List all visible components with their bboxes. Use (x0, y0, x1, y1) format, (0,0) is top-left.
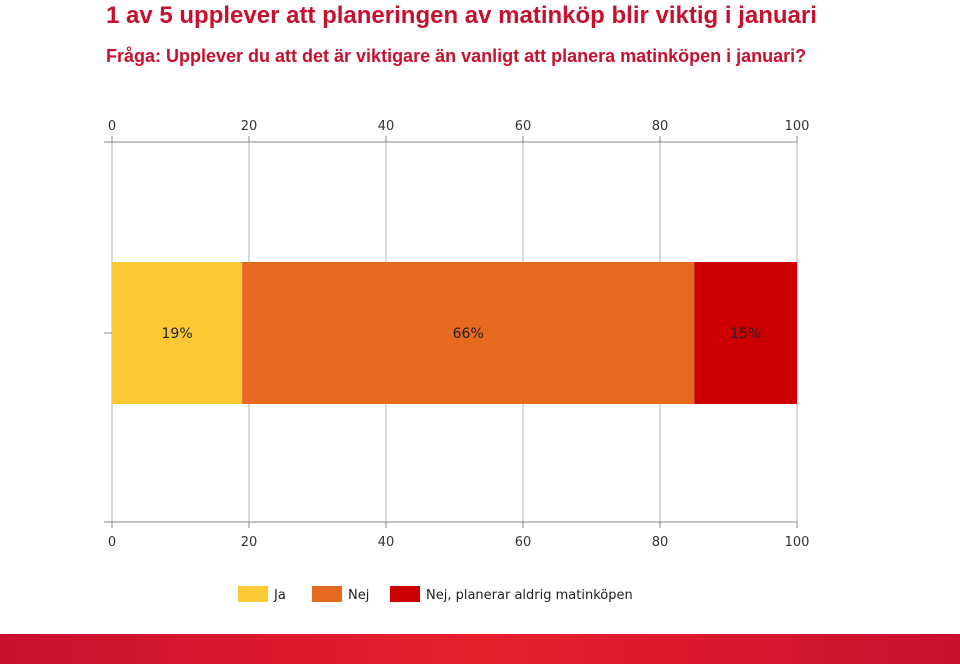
legend: Ja Nej Nej, planerar aldrig matinköpen (238, 586, 633, 603)
legend-swatch (238, 586, 268, 602)
bars (112, 262, 797, 404)
tick-label-bottom: 80 (652, 535, 669, 550)
legend-label: Nej, planerar aldrig matinköpen (426, 588, 633, 603)
tick-label-bottom: 60 (515, 535, 532, 550)
data-labels: 19% 66% 15% (162, 326, 762, 342)
tick-label-top: 40 (378, 119, 395, 134)
tick-label-top: 100 (785, 119, 810, 134)
chart-question: Fråga: Upplever du att det är viktigare … (106, 46, 807, 66)
data-label: 19% (162, 326, 193, 342)
bar-segment (242, 262, 695, 404)
legend-swatch (390, 586, 420, 602)
legend-swatch (312, 586, 342, 602)
legend-label: Nej (348, 588, 369, 603)
tick-label-top: 0 (108, 119, 116, 134)
legend-label: Ja (273, 588, 286, 603)
bar-segment (694, 262, 797, 404)
tick-label-bottom: 40 (378, 535, 395, 550)
data-label: 15% (730, 326, 761, 342)
bar-segment (112, 262, 243, 404)
tick-label-bottom: 0 (108, 535, 116, 550)
data-label: 66% (453, 326, 484, 342)
tick-label-bottom: 20 (241, 535, 258, 550)
chart-title: 1 av 5 upplever att planeringen av matin… (106, 2, 817, 29)
tick-label-top: 80 (652, 119, 669, 134)
tick-label-top: 20 (241, 119, 258, 134)
stacked-bar-chart: 19% 66% 15% 0 0 20 20 40 40 60 60 80 80 100 100 Ja Nej… (104, 119, 810, 603)
tick-label-top: 60 (515, 119, 532, 134)
tick-label-bottom: 100 (785, 535, 810, 550)
axis-ticks: 0 0 20 20 40 40 60 60 80 80 100 100 (108, 119, 810, 550)
footer-bar (0, 634, 960, 664)
